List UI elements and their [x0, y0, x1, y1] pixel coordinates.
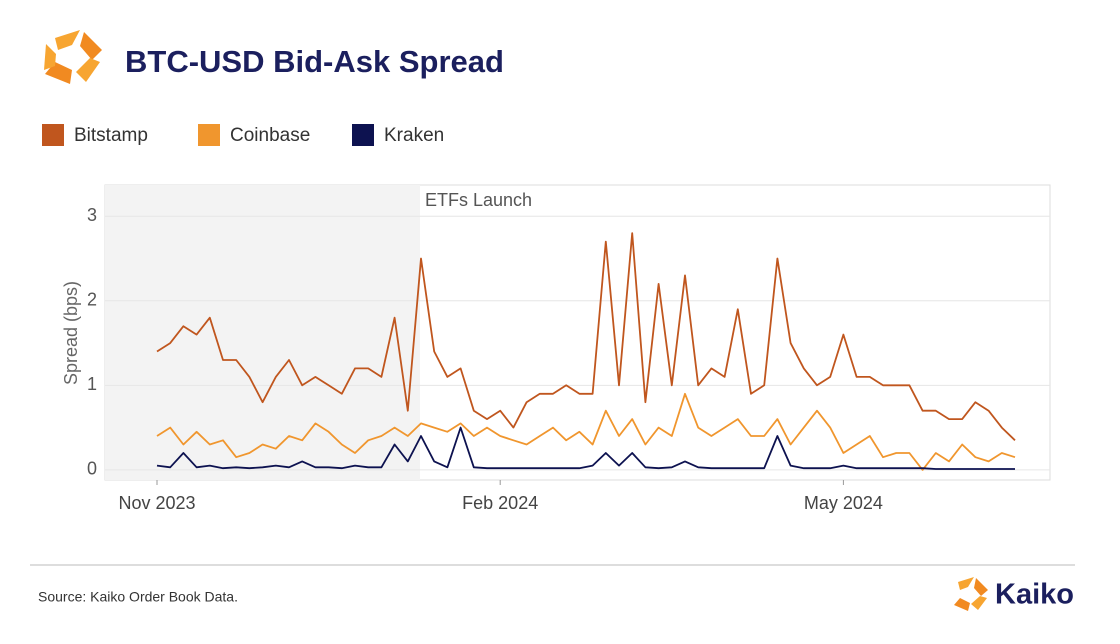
legend-swatch [42, 124, 64, 146]
source: Source: Kaiko Order Book Data. [38, 589, 238, 605]
legend-swatch [198, 124, 220, 146]
x-tick-label: Nov 2023 [118, 493, 195, 513]
legend-swatch [352, 124, 374, 146]
shaded-region [105, 185, 420, 480]
legend-label: Bitstamp [74, 125, 148, 146]
brand: Kaiko [995, 579, 1074, 611]
y-tick-label: 2 [87, 290, 97, 310]
series-line [156, 392, 1016, 471]
legend-label: Coinbase [230, 125, 310, 146]
y-tick-label: 3 [87, 205, 97, 225]
x-tick-label: Feb 2024 [462, 493, 538, 513]
y-tick-label: 1 [87, 374, 97, 394]
legend-label: Kraken [384, 125, 444, 146]
y-tick-label: 0 [87, 459, 97, 479]
logo [44, 30, 102, 84]
brand-logo [954, 577, 988, 611]
x-tick-label: May 2024 [804, 493, 883, 513]
series-line [156, 232, 1016, 441]
chart-title: BTC-USD Bid-Ask Spread [125, 44, 504, 79]
y-axis-label: Spread (bps) [61, 281, 81, 385]
annotation: ETFs Launch [425, 190, 532, 210]
series-line [156, 426, 1015, 470]
